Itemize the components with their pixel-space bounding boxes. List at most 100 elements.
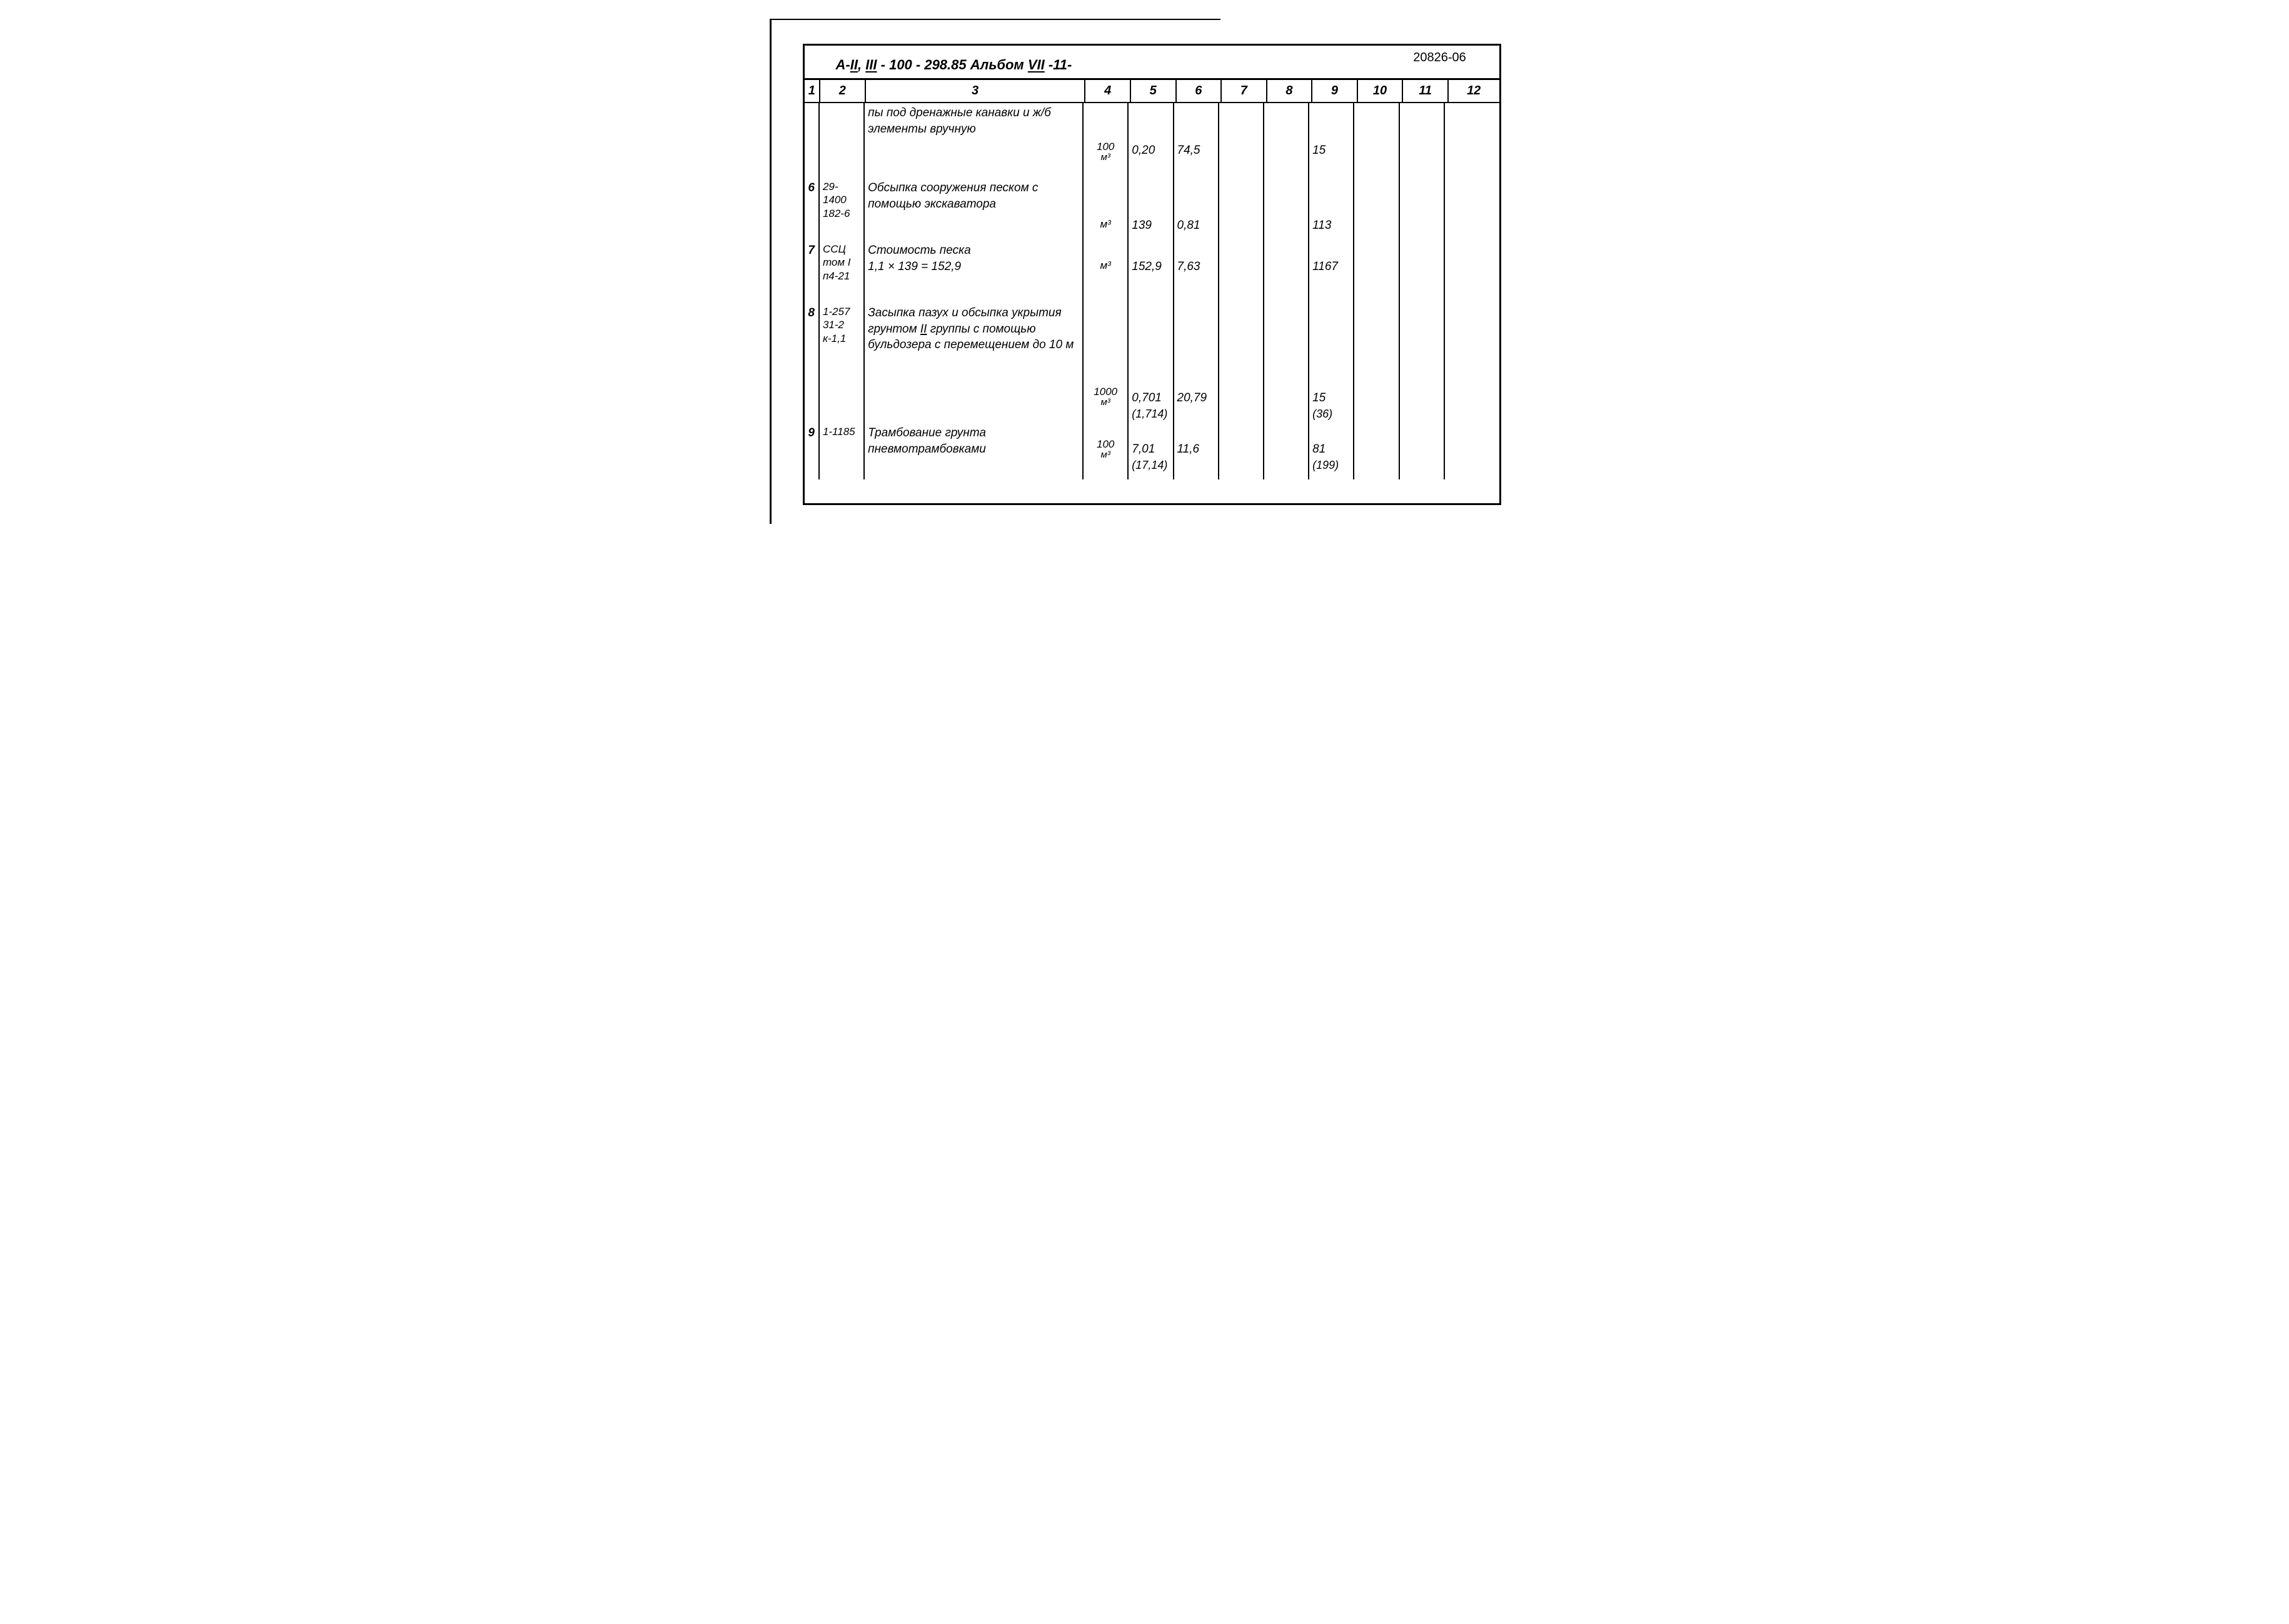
code: 182-6 [823,207,860,220]
cell-5: 152,9 [1129,241,1174,303]
cell-6: 0,81 [1174,178,1219,241]
value: 20,79 [1177,390,1215,406]
cell-10 [1354,303,1399,423]
cell-9: 15 [1309,103,1354,178]
value: 113 [1312,218,1350,234]
cell-12 [1445,241,1496,303]
value-b: (1,714) [1132,406,1169,421]
value: 139 [1132,218,1169,234]
unit-top: 100 [1097,141,1114,153]
cell-11 [1400,241,1445,303]
cell-6: 74,5 [1174,103,1219,178]
table-body: пы под дренажные канавки и ж/б элементы … [805,103,1499,503]
cell-11 [1400,303,1445,423]
column-header-table: 1 2 3 4 5 6 7 8 9 10 11 12 [805,80,1499,103]
table-row: 9 1-1185 Трамбование грунта пневмотрамбо… [805,423,1499,479]
cell-6: 20,79 [1174,303,1219,423]
cell-7 [1219,423,1264,479]
column-header-row: 1 2 3 4 5 6 7 8 9 10 11 12 [805,80,1499,103]
unit: м³ [1087,218,1124,232]
cell-2: 29-1400 182-6 [820,178,865,241]
cell-11 [1400,178,1445,241]
cell-11 [1400,103,1445,178]
cell-4: м³ [1084,241,1129,303]
value: 0,81 [1177,218,1215,234]
document-number: 20826-06 [1387,46,1499,78]
title-prefix: А- [836,57,850,73]
table-row: пы под дренажные канавки и ж/б элементы … [805,103,1499,178]
cell-5: 139 [1129,178,1174,241]
value: 0,20 [1132,143,1169,159]
value-b: (17,14) [1132,458,1169,473]
title-row: А-II, III - 100 - 298.85 Альбом VII -11-… [805,46,1499,80]
cell-10 [1354,103,1399,178]
col-6: 6 [1176,80,1222,103]
value: 7,63 [1177,259,1215,275]
code: 31-2 [823,318,860,331]
value: 152,9 [1132,259,1169,275]
roman-3: VII [1028,57,1045,73]
cell-8 [1264,241,1309,303]
table-row: 8 1-257 31-2 к-1,1 Засыпка пазух и обсып… [805,303,1499,423]
col-4: 4 [1085,80,1130,103]
cell-4: 100 м³ [1084,423,1129,479]
col-5: 5 [1130,80,1176,103]
col-3: 3 [865,80,1085,103]
value-b: (199) [1312,458,1350,473]
cell-9: 81 (199) [1309,423,1354,479]
col-11: 11 [1402,80,1448,103]
cell-11 [1400,423,1445,479]
cell-1: 8 [805,303,820,423]
document-frame: А-II, III - 100 - 298.85 Альбом VII -11-… [803,44,1501,505]
table-row: 6 29-1400 182-6 Обсыпка сооружения песко… [805,178,1499,241]
desc-a: Стоимость песка [868,243,1079,259]
unit-bot: м³ [1101,153,1110,163]
cell-1 [805,103,820,178]
col-12: 12 [1448,80,1499,103]
cell-6: 7,63 [1174,241,1219,303]
value-a: 7,01 [1132,441,1169,458]
cell-9: 1167 [1309,241,1354,303]
cell-7 [1219,241,1264,303]
col-7: 7 [1221,80,1267,103]
cell-1: 9 [805,423,820,479]
cell-3: пы под дренажные канавки и ж/б элементы … [865,103,1084,178]
desc: Засыпка пазух и обсыпка укрытия грунтом … [868,306,1074,351]
cell-5: 0,701 (1,714) [1129,303,1174,423]
unit-top: 1000 [1094,386,1117,398]
cell-8 [1264,423,1309,479]
value: 1167 [1312,259,1350,275]
value-a: 0,701 [1132,390,1169,406]
col-2: 2 [820,80,865,103]
cell-10 [1354,423,1399,479]
code: 1-257 [823,305,860,318]
col-8: 8 [1267,80,1312,103]
cell-3: Стоимость песка 1,1 × 139 = 152,9 [865,241,1084,303]
value: 74,5 [1177,143,1215,159]
code: п4-21 [823,269,860,283]
cell-2: 1-1185 [820,423,865,479]
cell-7 [1219,303,1264,423]
cell-3: Обсыпка сооружения песком с помощью экск… [865,178,1084,241]
roman-1: II [850,57,858,73]
cell-4: м³ [1084,178,1129,241]
desc-b: 1,1 × 139 = 152,9 [868,259,1079,275]
cell-4: 100 м³ [1084,103,1129,178]
cell-2 [820,103,865,178]
col-10: 10 [1357,80,1403,103]
unit-top: 100 [1097,439,1114,450]
cell-7 [1219,103,1264,178]
value-b: (36) [1312,406,1350,421]
cell-9: 113 [1309,178,1354,241]
code: том I [823,256,860,269]
cell-2: 1-257 31-2 к-1,1 [820,303,865,423]
col-9: 9 [1312,80,1357,103]
title-sep: , [858,57,865,73]
cell-10 [1354,241,1399,303]
table-row: 7 ССЦ том I п4-21 Стоимость песка 1,1 × … [805,241,1499,303]
cell-12 [1445,423,1496,479]
cell-3: Засыпка пазух и обсыпка укрытия грунтом … [865,303,1084,423]
txt: том I [823,256,851,268]
cell-9: 15 (36) [1309,303,1354,423]
value: 11,6 [1177,441,1215,458]
